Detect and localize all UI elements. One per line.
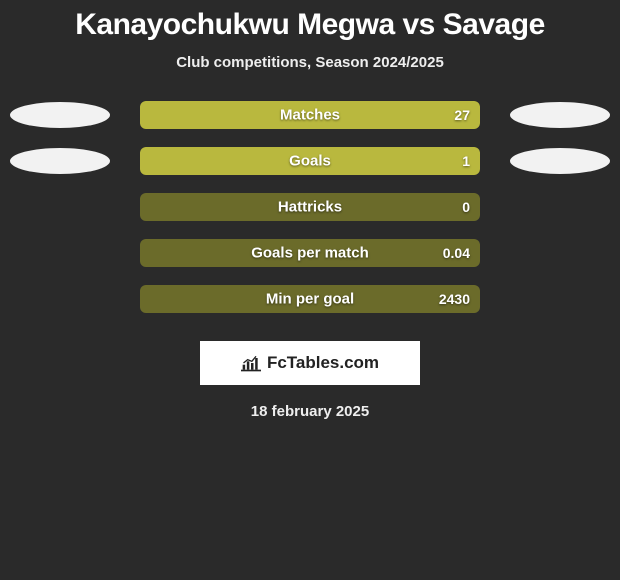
stat-bar: Goals 1	[140, 147, 480, 175]
stat-bar: Matches 27	[140, 101, 480, 129]
stat-label: Goals	[289, 153, 331, 170]
stat-row: Matches 27	[0, 101, 620, 129]
page-title: Kanayochukwu Megwa vs Savage	[0, 8, 620, 42]
right-oval-slot	[510, 239, 610, 267]
logo-text: FcTables.com	[267, 353, 379, 373]
right-oval-slot	[510, 101, 610, 129]
stat-row: Hattricks 0	[0, 193, 620, 221]
stats-rows: Matches 27 Goals 1 Hattricks 0 Goals per match…	[0, 101, 620, 313]
stat-bar: Goals per match 0.04	[140, 239, 480, 267]
chart-icon	[241, 354, 261, 372]
right-oval	[510, 148, 610, 174]
stat-label: Min per goal	[266, 291, 354, 308]
left-oval-slot	[10, 193, 110, 221]
stat-bar: Hattricks 0	[140, 193, 480, 221]
stat-label: Goals per match	[251, 245, 369, 262]
stat-bar: Min per goal 2430	[140, 285, 480, 313]
left-oval-slot	[10, 101, 110, 129]
stat-value: 0.04	[443, 245, 470, 261]
stat-label: Hattricks	[278, 199, 342, 216]
right-oval	[510, 102, 610, 128]
stat-row: Goals 1	[0, 147, 620, 175]
comparison-card: Kanayochukwu Megwa vs Savage Club compet…	[0, 0, 620, 420]
stat-row: Min per goal 2430	[0, 285, 620, 313]
subtitle: Club competitions, Season 2024/2025	[0, 54, 620, 71]
stat-value: 27	[454, 107, 470, 123]
date-label: 18 february 2025	[0, 403, 620, 420]
fctables-logo: FcTables.com	[200, 341, 420, 385]
left-oval-slot	[10, 285, 110, 313]
stat-row: Goals per match 0.04	[0, 239, 620, 267]
right-oval-slot	[510, 193, 610, 221]
left-oval-slot	[10, 239, 110, 267]
left-oval	[10, 102, 110, 128]
left-oval-slot	[10, 147, 110, 175]
stat-value: 2430	[439, 291, 470, 307]
right-oval-slot	[510, 147, 610, 175]
left-oval	[10, 148, 110, 174]
right-oval-slot	[510, 285, 610, 313]
stat-value: 0	[462, 199, 470, 215]
stat-label: Matches	[280, 107, 340, 124]
stat-value: 1	[462, 153, 470, 169]
